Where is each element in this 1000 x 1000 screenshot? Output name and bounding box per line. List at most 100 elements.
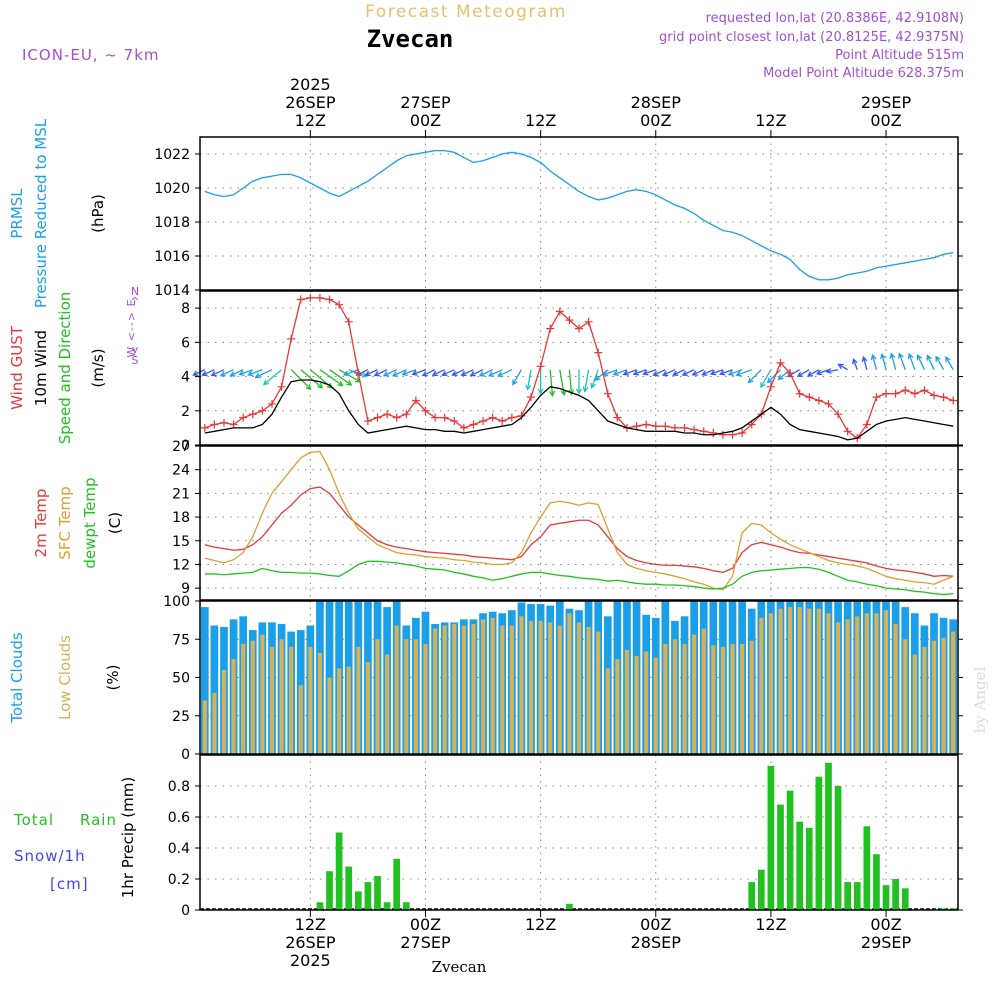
gust-point bbox=[613, 413, 622, 422]
wind-arrow bbox=[432, 369, 445, 376]
bottom-time-label: 2025 bbox=[290, 951, 331, 970]
gust-point bbox=[546, 324, 555, 333]
wind-arrow-head bbox=[512, 379, 518, 386]
wind-arrow-head bbox=[760, 382, 766, 389]
low-cloud-bar bbox=[874, 613, 879, 754]
wind-arrow-head bbox=[254, 372, 261, 379]
gust-point bbox=[277, 382, 286, 391]
wind-arrow bbox=[412, 369, 426, 375]
y-tick-label: 0.6 bbox=[168, 810, 190, 826]
y-axis-label: (%) bbox=[104, 665, 122, 691]
total-cloud-bar bbox=[200, 607, 209, 754]
gust-point bbox=[584, 317, 593, 326]
rain-bar bbox=[326, 871, 333, 910]
wind-arrow bbox=[736, 369, 752, 376]
y-tick-label: 15 bbox=[172, 534, 190, 550]
wind-arrow-head bbox=[681, 370, 688, 376]
wind-arrow-head bbox=[246, 370, 254, 377]
rain-bar bbox=[777, 804, 784, 910]
model-label: ICON-EU, ~ 7km bbox=[22, 46, 160, 64]
low-cloud-bar bbox=[298, 685, 303, 754]
gust-point bbox=[661, 422, 670, 431]
low-cloud-bar bbox=[701, 628, 706, 754]
gust-point bbox=[248, 410, 257, 419]
series-line-sfc-temp bbox=[204, 450, 954, 591]
rain-bar bbox=[834, 786, 842, 910]
gust-point bbox=[306, 293, 315, 302]
gust-point bbox=[709, 429, 718, 438]
wind-arrow bbox=[767, 369, 781, 383]
series-line-10m-wind bbox=[204, 379, 954, 441]
rain-bar bbox=[863, 826, 871, 910]
wind-arrow bbox=[890, 353, 897, 370]
wind-arrow-head bbox=[907, 352, 914, 360]
panel-frame bbox=[199, 136, 959, 291]
y-axis-label: (C) bbox=[106, 512, 124, 534]
chart-title: Forecast Meteogram bbox=[365, 2, 567, 22]
wind-arrow-head bbox=[777, 374, 784, 381]
rain-bar bbox=[815, 776, 823, 910]
low-cloud-bar bbox=[903, 639, 908, 754]
y-tick-label: 6 bbox=[181, 335, 190, 351]
wind-arrow-head bbox=[815, 369, 823, 376]
y-tick-label: 1020 bbox=[154, 181, 190, 197]
gust-point bbox=[363, 417, 372, 426]
wind-arrow-head bbox=[671, 370, 679, 376]
top-time-label: 00Z bbox=[870, 111, 901, 130]
wind-arrow-head bbox=[441, 370, 448, 377]
low-cloud-bar bbox=[490, 617, 495, 754]
wind-arrow bbox=[613, 369, 628, 376]
wind-arrow-head bbox=[926, 354, 932, 361]
wind-arrow bbox=[908, 353, 916, 370]
gust-point bbox=[565, 316, 574, 325]
gust-point bbox=[670, 423, 679, 432]
y-tick-label: 2 bbox=[181, 404, 190, 420]
gust-point bbox=[354, 369, 363, 378]
wind-arrow bbox=[643, 369, 656, 375]
gust-point bbox=[728, 430, 737, 439]
wind-arrow bbox=[239, 369, 253, 376]
gust-point bbox=[949, 396, 958, 405]
rain-bar bbox=[354, 891, 362, 910]
legend-rain: Rain bbox=[80, 811, 117, 829]
wind-arrow bbox=[591, 369, 599, 388]
gust-point bbox=[555, 307, 564, 316]
panel-4: 0 0.2 0.4 0.6 0.8 1hr Precip (mm) Total Rain Sno… bbox=[13, 754, 963, 919]
wind-arrow-head bbox=[719, 369, 726, 376]
gust-point bbox=[690, 425, 699, 434]
bottom-time-label: 12Z bbox=[755, 915, 786, 934]
low-cloud-bar bbox=[241, 643, 246, 754]
top-time-label: 12Z bbox=[755, 111, 786, 130]
bottom-time-label: 00Z bbox=[640, 915, 671, 934]
wind-arrow-head bbox=[497, 371, 504, 378]
panel-frame bbox=[199, 290, 959, 446]
wind-arrow-head bbox=[806, 371, 814, 377]
gust-point bbox=[680, 423, 689, 432]
gust-point bbox=[267, 399, 276, 408]
compass-up-arrow: ^ bbox=[130, 295, 139, 308]
low-cloud-bar bbox=[768, 613, 774, 754]
rain-bar bbox=[949, 908, 957, 910]
wind-arrow-head bbox=[337, 380, 344, 387]
gust-point bbox=[930, 391, 939, 400]
top-time-label: 00Z bbox=[410, 111, 441, 130]
low-cloud-bar bbox=[663, 643, 668, 754]
y-tick-label: 24 bbox=[172, 463, 190, 479]
bottom-time-label: 29SEP bbox=[861, 933, 912, 952]
gust-point bbox=[920, 386, 929, 395]
wind-arrow-head bbox=[747, 377, 754, 384]
rain-bar bbox=[316, 902, 324, 910]
wind-arrow-head bbox=[382, 371, 390, 377]
y-tick-label: 9 bbox=[181, 581, 190, 597]
compass-north: N bbox=[131, 285, 139, 298]
legend-total: Total bbox=[13, 811, 54, 829]
low-cloud-bar bbox=[375, 639, 380, 754]
wind-arrow bbox=[461, 369, 474, 376]
gust-point bbox=[335, 300, 344, 309]
wind-arrow bbox=[248, 369, 263, 376]
low-cloud-bar bbox=[327, 677, 332, 754]
gust-point bbox=[431, 413, 440, 422]
bottom-time-label: 27SEP bbox=[400, 933, 451, 952]
low-cloud-bar bbox=[912, 654, 917, 754]
